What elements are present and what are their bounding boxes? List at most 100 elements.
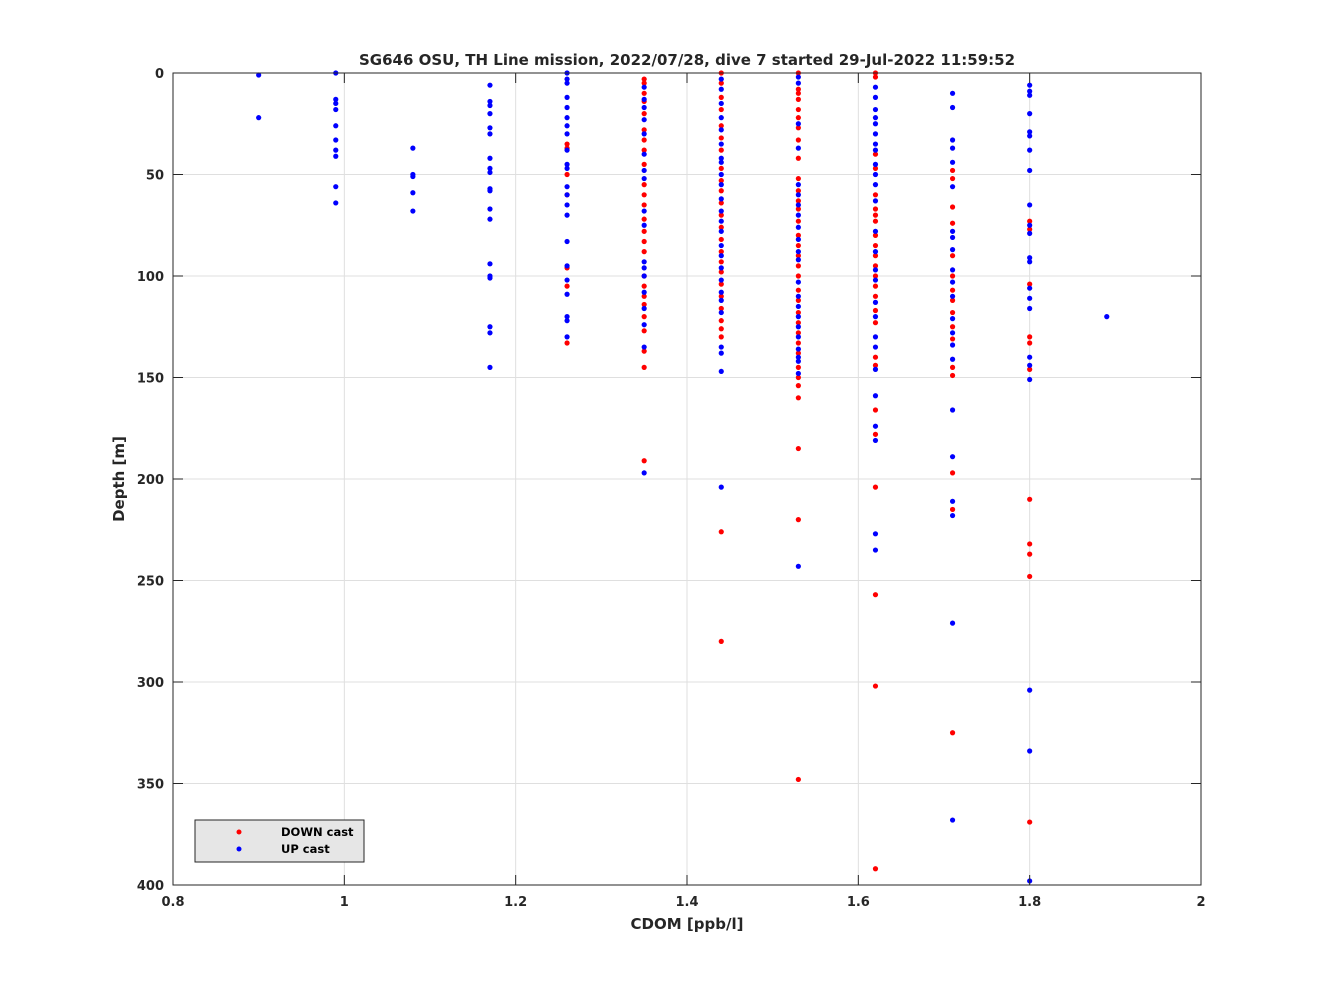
data-point-up-cast [795,202,801,208]
data-point-up-cast [795,358,801,364]
data-point-up-cast [1027,129,1033,135]
data-point-down-cast [1027,551,1033,557]
data-point-up-cast [410,208,416,214]
data-point-up-cast [1027,111,1033,117]
data-point-down-cast [718,638,724,645]
y-tick-label: 50 [146,169,164,184]
data-point-down-cast [795,253,801,259]
data-point-up-cast [949,159,956,165]
data-point-up-cast [949,330,956,336]
data-point-up-cast [1027,230,1033,236]
data-point-up-cast [872,314,879,320]
data-point-up-cast [718,155,724,161]
data-point-up-cast [949,454,956,460]
data-point-up-cast [718,253,724,259]
data-point-down-cast [795,137,801,143]
data-point-up-cast [872,198,879,204]
data-point-down-cast [795,395,801,401]
data-point-up-cast [795,370,801,377]
data-point-down-cast [872,74,879,80]
y-tick-label: 150 [137,372,164,387]
data-point-up-cast [641,259,647,265]
data-point-down-cast [641,348,647,354]
data-point-up-cast [1027,259,1033,265]
data-point-down-cast [872,431,879,437]
data-point-up-cast [872,547,879,553]
data-point-up-cast [795,224,801,230]
data-point-up-cast [949,407,956,413]
data-point-down-cast [795,90,801,96]
data-point-down-cast [641,76,647,82]
data-point-up-cast [718,344,724,350]
data-point-down-cast [949,273,956,279]
data-point-down-cast [641,249,647,255]
data-point-down-cast [795,383,801,389]
data-point-down-cast [795,364,801,370]
data-point-up-cast [564,263,570,269]
data-point-up-cast [487,125,493,131]
data-point-down-cast [872,592,879,598]
data-point-down-cast [641,238,647,245]
data-point-up-cast [1027,82,1033,88]
data-point-down-cast [949,372,956,379]
data-point-down-cast [872,253,879,259]
data-point-up-cast [949,104,956,111]
data-point-up-cast [1027,202,1033,208]
data-point-down-cast [795,106,801,113]
data-point-up-cast [641,273,647,279]
data-point-down-cast [872,212,879,218]
data-point-up-cast [487,111,493,117]
data-point-down-cast [795,776,801,783]
data-point-up-cast [641,151,647,157]
data-point-down-cast [641,182,647,188]
data-point-down-cast [641,328,647,334]
data-point-down-cast [949,309,956,316]
data-point-down-cast [795,287,801,293]
data-point-down-cast [872,293,879,299]
data-point-down-cast [795,155,801,161]
data-point-down-cast [795,125,801,131]
data-point-up-cast [564,147,570,153]
data-point-up-cast [1027,687,1033,693]
data-point-down-cast [641,283,647,289]
data-point-up-cast [564,76,570,82]
data-point-down-cast [718,236,724,243]
data-point-up-cast [718,218,724,224]
data-point-up-cast [872,366,879,372]
data-point-up-cast [487,216,493,222]
data-point-up-cast [718,208,724,214]
data-point-down-cast [718,106,724,113]
data-point-up-cast [641,117,647,123]
data-point-up-cast [564,115,570,121]
data-point-up-cast [872,423,879,429]
data-point-up-cast [872,249,879,255]
data-point-up-cast [872,228,879,234]
data-point-up-cast [641,96,647,102]
data-point-down-cast [718,259,724,265]
data-point-up-cast [564,212,570,218]
data-point-up-cast [564,123,570,129]
data-point-up-cast [795,334,801,340]
data-point-down-cast [795,96,801,102]
data-point-down-cast [795,242,801,249]
data-point-down-cast [1027,340,1033,346]
data-point-up-cast [641,167,647,174]
data-point-up-cast [718,115,724,121]
data-point-up-cast [795,354,801,360]
data-point-down-cast [872,354,879,360]
data-point-up-cast [333,200,339,206]
data-point-down-cast [1027,281,1033,287]
data-point-up-cast [410,173,416,180]
data-point-down-cast [641,90,647,96]
data-point-up-cast [718,86,724,92]
data-point-up-cast [641,305,647,312]
data-point-up-cast [949,90,956,96]
data-point-down-cast [795,309,801,316]
data-point-up-cast [795,303,801,310]
data-point-down-cast [795,320,801,326]
data-point-up-cast [718,141,724,147]
data-point-up-cast [795,145,801,151]
data-point-up-cast [872,141,879,147]
data-point-up-cast [1027,222,1033,228]
data-point-down-cast [949,364,956,370]
